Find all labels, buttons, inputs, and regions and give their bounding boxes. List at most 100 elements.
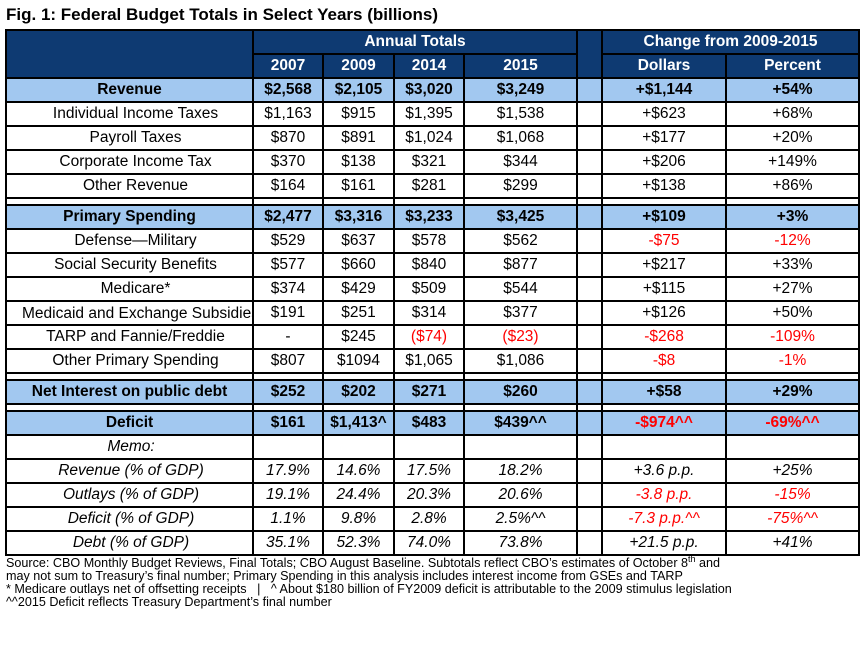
spacer-cell xyxy=(576,434,604,460)
value-cell: +$623 xyxy=(601,101,728,127)
value-cell: 19.1% xyxy=(252,482,324,508)
row-label-cell: Revenue (% of GDP) xyxy=(5,458,254,484)
row-label-cell: Payroll Taxes xyxy=(5,125,254,151)
value-cell: 20.6% xyxy=(462,482,579,508)
row-label-cell: TARP and Fannie/Freddie xyxy=(5,324,254,350)
spacer-cell xyxy=(576,252,604,278)
row-label-cell: Social Security Benefits xyxy=(5,252,254,278)
value-cell: $164 xyxy=(252,173,324,199)
header-change-group: Change from 2009-2015 xyxy=(601,29,861,55)
row-label-cell: Individual Income Taxes xyxy=(5,101,254,127)
table-row: Net Interest on public debt $252 $202 $271 $… xyxy=(5,379,861,405)
value-cell: $529 xyxy=(252,228,324,254)
spacer-cell xyxy=(576,324,604,350)
budget-table: Annual Totals Change from 2009-2015 2007… xyxy=(5,29,861,556)
value-cell: +50% xyxy=(725,300,861,326)
value-cell: ($74) xyxy=(393,324,465,350)
spacer-cell xyxy=(576,77,604,103)
value-cell: 18.2% xyxy=(462,458,579,484)
value-cell: $138 xyxy=(322,149,395,175)
row-label-cell: Medicare* xyxy=(5,276,254,302)
table-row: Memo: xyxy=(5,434,861,460)
row-label-cell: Primary Spending xyxy=(5,204,254,230)
value-cell: -$974^^ xyxy=(601,410,728,436)
year-column-header-2014: 2014 xyxy=(393,53,465,79)
value-cell: $578 xyxy=(393,228,465,254)
value-cell: $439^^ xyxy=(462,410,579,436)
value-cell: $161 xyxy=(252,410,324,436)
value-cell: 20.3% xyxy=(393,482,465,508)
value-cell: +54% xyxy=(725,77,861,103)
value-cell: $660 xyxy=(322,252,395,278)
row-label-cell: Medicaid and Exchange Subsidies xyxy=(5,300,254,326)
year-column-header-2009: 2009 xyxy=(322,53,395,79)
table-row xyxy=(5,403,861,412)
value-cell: $1,068 xyxy=(462,125,579,151)
value-cell: $870 xyxy=(252,125,324,151)
gap-cell xyxy=(725,197,861,206)
table-row: Corporate Income Tax $370 $138 $321 $344 +$20… xyxy=(5,149,861,175)
value-cell xyxy=(393,434,465,460)
value-cell: +86% xyxy=(725,173,861,199)
value-cell: $3,020 xyxy=(393,77,465,103)
value-cell xyxy=(601,434,728,460)
gap-cell xyxy=(601,197,728,206)
table-row xyxy=(5,372,861,381)
table-row: Deficit (% of GDP) 1.1% 9.8% 2.8% 2.5%^^ -7.3… xyxy=(5,506,861,532)
value-cell: $252 xyxy=(252,379,324,405)
row-label-cell: Memo: xyxy=(5,434,254,460)
gap-cell xyxy=(5,197,254,206)
value-cell: +$1,144 xyxy=(601,77,728,103)
value-cell: ($23) xyxy=(462,324,579,350)
spacer-cell xyxy=(576,530,604,556)
spacer-cell xyxy=(576,300,604,326)
value-cell: - xyxy=(252,324,324,350)
table-row: TARP and Fannie/Freddie - $245 ($74) ($23) -$… xyxy=(5,324,861,350)
dollars-column-header: Dollars xyxy=(601,53,728,79)
spacer-cell xyxy=(576,482,604,508)
value-cell: $1,413^ xyxy=(322,410,395,436)
value-cell: $1,538 xyxy=(462,101,579,127)
table-row: Other Revenue $164 $161 $281 $299 +$138 +86% xyxy=(5,173,861,199)
value-cell: $577 xyxy=(252,252,324,278)
table-row: Medicare* $374 $429 $509 $544 +$115 +27% xyxy=(5,276,861,302)
value-cell: -$8 xyxy=(601,348,728,374)
table-row: Individual Income Taxes $1,163 $915 $1,395 $… xyxy=(5,101,861,127)
header-label-cell xyxy=(5,29,254,79)
gap-cell xyxy=(601,372,728,381)
spacer-cell xyxy=(576,410,604,436)
spacer-cell xyxy=(576,372,604,381)
value-cell: +$109 xyxy=(601,204,728,230)
row-label-cell: Other Revenue xyxy=(5,173,254,199)
gap-cell xyxy=(393,197,465,206)
value-cell xyxy=(725,434,861,460)
gap-cell xyxy=(393,372,465,381)
value-cell: $2,568 xyxy=(252,77,324,103)
gap-cell xyxy=(322,197,395,206)
footnote-line: * Medicare outlays net of offsetting rec… xyxy=(6,581,732,596)
value-cell: +29% xyxy=(725,379,861,405)
value-cell xyxy=(462,434,579,460)
value-cell: +27% xyxy=(725,276,861,302)
spacer-cell xyxy=(576,379,604,405)
value-cell: $877 xyxy=(462,252,579,278)
spacer-cell xyxy=(576,348,604,374)
spacer-cell xyxy=(576,173,604,199)
table-row: Outlays (% of GDP) 19.1% 24.4% 20.3% 20.6% -3… xyxy=(5,482,861,508)
value-cell: -75%^^ xyxy=(725,506,861,532)
value-cell: $891 xyxy=(322,125,395,151)
value-cell: $3,316 xyxy=(322,204,395,230)
value-cell: +$177 xyxy=(601,125,728,151)
value-cell: $807 xyxy=(252,348,324,374)
table-row: Revenue $2,568 $2,105 $3,020 $3,249 +$1,144 +5… xyxy=(5,77,861,103)
value-cell: 1.1% xyxy=(252,506,324,532)
table-row: Social Security Benefits $577 $660 $840 $877… xyxy=(5,252,861,278)
header-spacer-cell xyxy=(576,29,604,79)
header-annual-totals: Annual Totals xyxy=(251,29,579,55)
value-cell: +$138 xyxy=(601,173,728,199)
footnote-line: ^^2015 Deficit reflects Treasury Departm… xyxy=(6,594,332,609)
value-cell: -$75 xyxy=(601,228,728,254)
gap-cell xyxy=(5,403,254,412)
table-row: Payroll Taxes $870 $891 $1,024 $1,068 +$177 +2… xyxy=(5,125,861,151)
superscript-th: th xyxy=(688,553,696,564)
